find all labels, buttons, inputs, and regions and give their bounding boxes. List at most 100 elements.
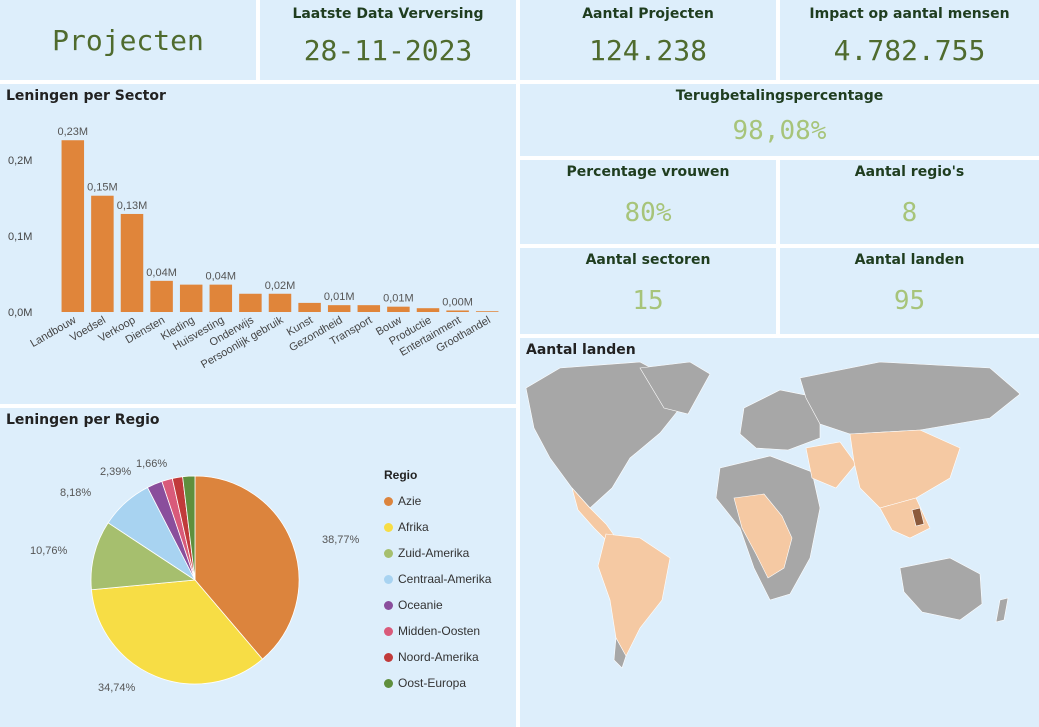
- kpi-regions-label: Aantal regio's: [854, 164, 965, 180]
- bar-data-label: 0,13M: [117, 200, 148, 212]
- sector-bar[interactable]: [327, 305, 351, 312]
- new-zealand-shape: [995, 597, 1009, 623]
- kpi-refresh-value: 28-11-2023: [303, 34, 473, 67]
- sector-bar[interactable]: [61, 140, 85, 312]
- legend-item[interactable]: Azie: [384, 488, 491, 514]
- y-tick-label: 0,0M: [8, 307, 32, 319]
- pie-slice[interactable]: [91, 579, 264, 685]
- africa-highlight-shape: [733, 493, 793, 579]
- sector-bar[interactable]: [91, 195, 114, 312]
- region-pie-chart: 38,77% 34,74% 10,76% 8,18% 2,39% 1,66%: [30, 458, 360, 694]
- kpi-countries-value: 95: [893, 286, 926, 316]
- legend-dot-icon: [384, 574, 393, 584]
- bar-data-label: 0,01M: [324, 291, 355, 303]
- legend-item[interactable]: Noord-Amerika: [384, 644, 491, 670]
- sector-bar[interactable]: [475, 311, 499, 312]
- asia-shape: [849, 429, 961, 509]
- pie-slice[interactable]: [182, 475, 196, 581]
- legend-dot-icon: [384, 600, 393, 610]
- legend-item[interactable]: Zuid-Amerika: [384, 540, 491, 566]
- kpi-sectors: Aantal sectoren 15: [520, 248, 776, 334]
- pie-data-label: 8,18%: [60, 487, 91, 499]
- legend-item[interactable]: Centraal-Amerika: [384, 566, 491, 592]
- sector-bar[interactable]: [120, 213, 144, 312]
- region-chart-title: Leningen per Regio: [6, 412, 160, 428]
- sector-bar[interactable]: [150, 280, 173, 312]
- legend-item[interactable]: Oost-Europa: [384, 670, 491, 696]
- header-tile: Projecten: [0, 0, 256, 80]
- legend-dot-icon: [384, 626, 393, 636]
- australia-shape: [899, 557, 983, 621]
- y-tick-label: 0,2M: [8, 155, 32, 167]
- legend-dot-icon: [384, 496, 393, 506]
- pie-slice[interactable]: [194, 475, 300, 660]
- bar-data-label: 0,04M: [206, 271, 237, 283]
- y-tick-label: 0,1M: [8, 231, 32, 243]
- page-title: Projecten: [52, 24, 204, 57]
- map-title: Aantal landen: [526, 342, 636, 358]
- pie-data-label: 2,39%: [100, 466, 131, 478]
- sector-bar[interactable]: [268, 293, 292, 312]
- bar-data-label: 0,04M: [146, 267, 177, 279]
- region-legend: Azie Afrika Zuid-Amerika Centraal-Amerika Oc…: [384, 488, 491, 696]
- pie-data-label: 38,77%: [322, 534, 360, 546]
- legend-label: Afrika: [398, 520, 429, 534]
- north-america-shape: [525, 361, 681, 509]
- map-panel: Aantal landen: [520, 338, 1039, 727]
- bar-data-label: 0,01M: [383, 293, 414, 305]
- sector-bar[interactable]: [387, 306, 410, 312]
- philippines-shape: [911, 507, 925, 527]
- kpi-repayment-label: Terugbetalingspercentage: [675, 88, 884, 104]
- kpi-projects-label: Aantal Projecten: [582, 6, 714, 22]
- world-map[interactable]: [520, 338, 1039, 727]
- sector-bar-chart: 0,0M0,1M0,2M0,23MLandbouw0,15MVoedsel0,1…: [8, 126, 499, 371]
- sector-bar[interactable]: [239, 293, 262, 312]
- sector-bar[interactable]: [179, 284, 203, 312]
- kpi-refresh-label: Laatste Data Verversing: [292, 6, 484, 22]
- sector-bar[interactable]: [416, 308, 440, 312]
- sector-chart-title: Leningen per Sector: [6, 88, 166, 104]
- south-america-south-shape: [613, 637, 627, 669]
- legend-item[interactable]: Oceanie: [384, 592, 491, 618]
- kpi-projects: Aantal Projecten 124.238: [520, 0, 776, 80]
- sector-bar[interactable]: [298, 302, 321, 312]
- middle-east-shape: [805, 441, 857, 489]
- kpi-repayment-value: 98,08%: [732, 116, 827, 146]
- pie-data-label: 10,76%: [30, 545, 68, 557]
- legend-label: Midden-Oosten: [398, 624, 481, 638]
- sector-chart-panel: Leningen per Sector 0,0M 0,1M 0,2M 0,23M Lan…: [0, 84, 516, 404]
- bar-data-label: 0,02M: [265, 280, 296, 292]
- kpi-countries: Aantal landen 95: [780, 248, 1039, 334]
- kpi-regions: Aantal regio's 8: [780, 160, 1039, 244]
- legend-item[interactable]: Afrika: [384, 514, 491, 540]
- greenland-shape: [639, 361, 711, 415]
- legend-label: Azie: [398, 494, 422, 508]
- kpi-women-label: Percentage vrouwen: [566, 164, 730, 180]
- legend-label: Oceanie: [398, 598, 443, 612]
- legend-label: Centraal-Amerika: [398, 572, 492, 586]
- russia-shape: [799, 361, 1021, 435]
- legend-title: Regio: [384, 468, 418, 482]
- pie-slice[interactable]: [90, 522, 197, 591]
- south-america-shape: [597, 533, 671, 657]
- kpi-impact-value: 4.782.755: [833, 34, 986, 67]
- kpi-women-value: 80%: [624, 198, 672, 228]
- pie-data-label: 34,74%: [98, 682, 136, 694]
- legend-label: Noord-Amerika: [398, 650, 479, 664]
- sector-bar[interactable]: [209, 284, 233, 312]
- legend-label: Zuid-Amerika: [398, 546, 470, 560]
- kpi-sectors-value: 15: [632, 286, 664, 316]
- kpi-impact: Impact op aantal mensen 4.782.755: [780, 0, 1039, 80]
- kpi-projects-value: 124.238: [588, 34, 707, 67]
- bar-data-label: 0,00M: [442, 296, 473, 308]
- kpi-regions-value: 8: [901, 198, 918, 228]
- bar-data-label: 0,23M: [58, 126, 89, 138]
- sector-bar[interactable]: [446, 310, 469, 312]
- legend-item[interactable]: Midden-Oosten: [384, 618, 491, 644]
- bar-data-label: 0,15M: [87, 182, 118, 194]
- pie-data-label: 1,66%: [136, 458, 167, 470]
- sector-bar[interactable]: [357, 305, 381, 312]
- kpi-women: Percentage vrouwen 80%: [520, 160, 776, 244]
- legend-dot-icon: [384, 678, 393, 688]
- region-chart-panel: Leningen per Regio 38,77% 34,74% 10,76% 8,1…: [0, 408, 516, 727]
